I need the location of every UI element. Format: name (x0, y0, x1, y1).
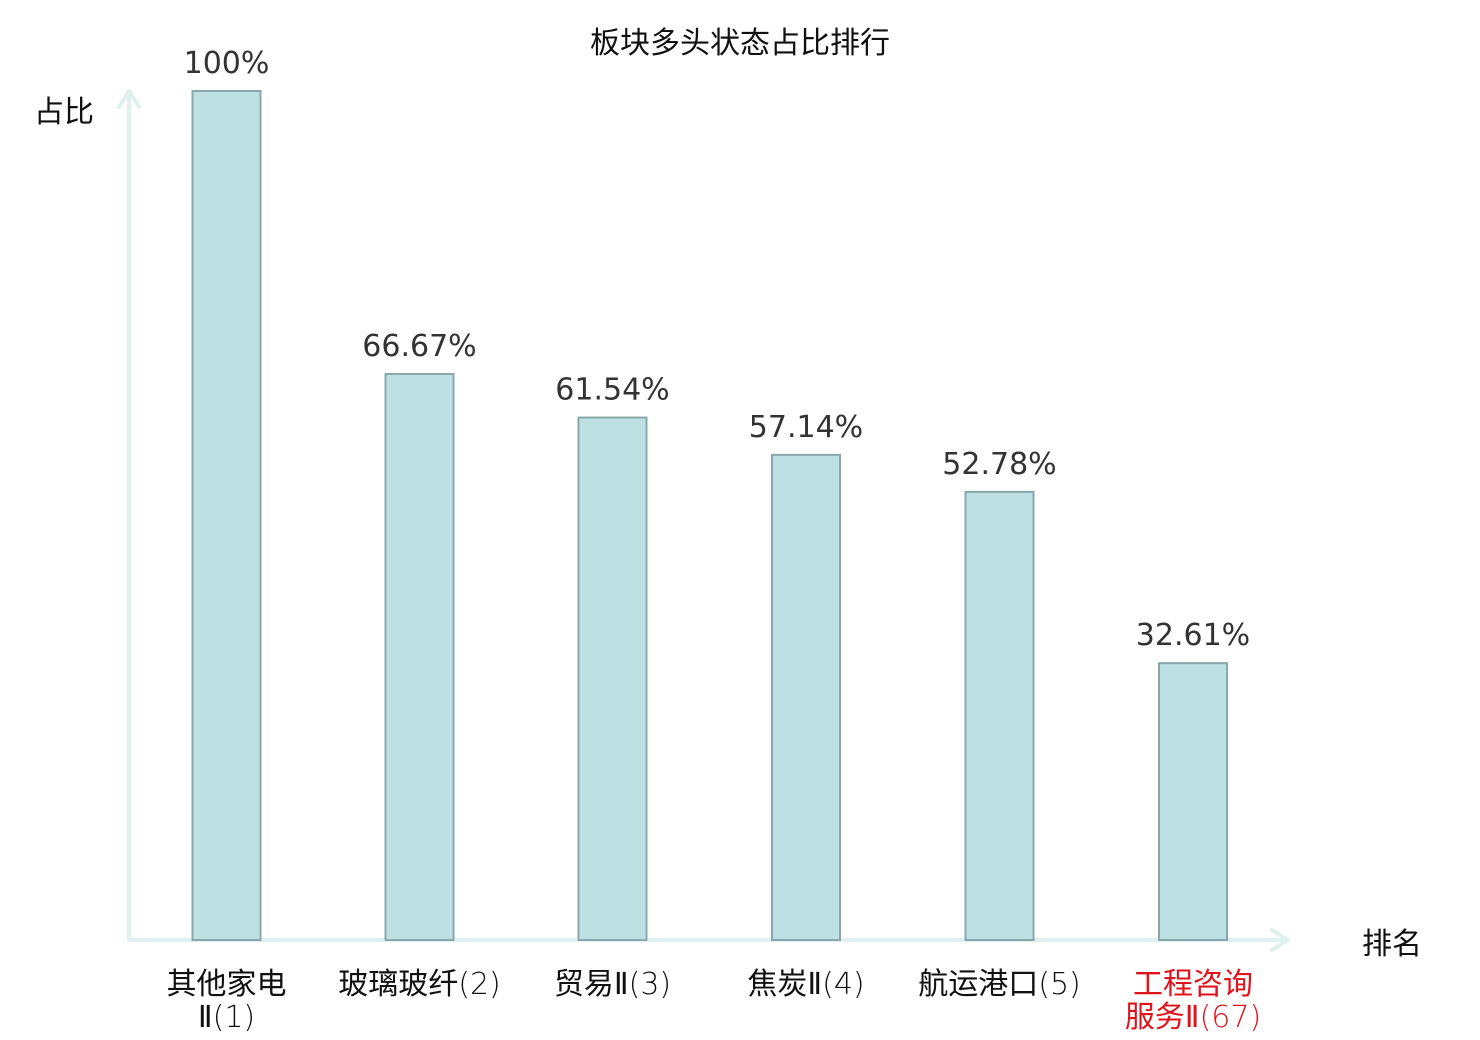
value-label-5: 52.78% (942, 447, 1056, 482)
bars-group (191, 90, 1228, 942)
category-name: 焦炭Ⅱ (747, 967, 822, 1002)
value-label-4: 57.14% (749, 410, 863, 445)
bar-5 (964, 490, 1035, 941)
category-name: 服务Ⅱ (1125, 1000, 1200, 1035)
value-label-1: 100% (184, 46, 270, 81)
value-labels-group: 100% 66.67% 61.54% 57.14% 52.78% 32.61% (184, 46, 1251, 653)
y-axis-label: 占比 (34, 95, 94, 130)
x-axis-arrow (1270, 928, 1290, 952)
value-label-3: 61.54% (555, 373, 669, 408)
category-name: 工程咨询 (1133, 967, 1253, 1002)
x-axis-label: 排名 (1362, 927, 1422, 962)
y-axis-arrow (117, 89, 141, 109)
bar-3 (577, 416, 648, 941)
category-label-1-line-1: 其他家电 (167, 967, 287, 1002)
category-rank: (1) (213, 1000, 256, 1035)
category-name: Ⅱ (198, 1000, 213, 1035)
category-rank: (67) (1200, 1000, 1262, 1035)
category-label-1-line-2: Ⅱ(1) (198, 1000, 255, 1035)
category-name: 其他家电 (167, 967, 287, 1002)
category-rank: (2) (458, 967, 501, 1002)
bar-4 (771, 453, 841, 941)
bar-2 (384, 372, 455, 942)
category-label-6-line-2: 服务Ⅱ(67) (1125, 1000, 1261, 1035)
category-label-6-line-1: 工程咨询 (1133, 967, 1253, 1002)
chart-title: 板块多头状态占比排行 (590, 26, 890, 61)
category-name: 玻璃玻纤 (338, 967, 458, 1002)
category-label-2: 玻璃玻纤(2) (338, 967, 501, 1002)
bar-1 (191, 90, 262, 941)
category-name: 航运港口 (918, 967, 1038, 1002)
category-rank: (3) (629, 967, 672, 1002)
value-label-6: 32.61% (1136, 618, 1250, 653)
category-name: 贸易Ⅱ (554, 967, 629, 1002)
category-rank: (5) (1038, 967, 1081, 1002)
category-rank: (4) (822, 967, 865, 1002)
category-label-5: 航运港口(5) (918, 967, 1081, 1002)
category-label-4: 焦炭Ⅱ(4) (747, 967, 864, 1002)
axes (117, 89, 1290, 952)
value-label-2: 66.67% (362, 329, 476, 364)
bar-6 (1158, 662, 1228, 941)
category-label-3: 贸易Ⅱ(3) (554, 967, 671, 1002)
